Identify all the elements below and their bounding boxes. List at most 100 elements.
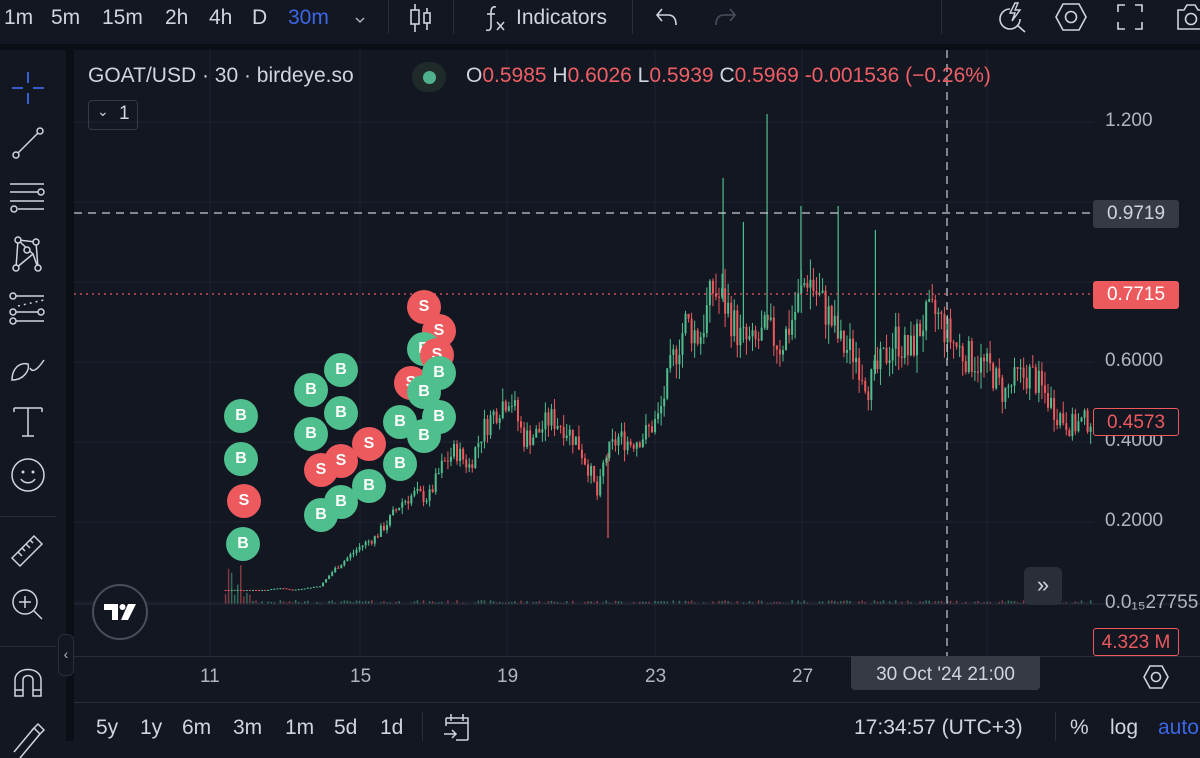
time-tick-label: 11 [200, 666, 220, 687]
tradingview-logo[interactable] [92, 584, 148, 640]
settings-hexagon-icon[interactable] [1054, 2, 1088, 32]
indicators-collapse-button[interactable]: ⌄ 1 [88, 100, 138, 130]
timeframe-dropdown-chevron-icon[interactable] [353, 13, 367, 27]
change-percent: (−0.26%) [905, 64, 991, 87]
timeframe-5m[interactable]: 5m [51, 6, 81, 29]
ohlc-values: O0.5985 H0.6026 L0.5939 C0.5969 -0.00153… [466, 64, 991, 88]
timeframe-30m-active[interactable]: 30m [288, 6, 329, 29]
sell-marker[interactable]: S [407, 290, 441, 324]
tradingview-logo-icon [104, 604, 136, 620]
price-tick-label: 0.2000 [1105, 510, 1164, 531]
text-tool-icon[interactable] [8, 402, 48, 442]
buy-marker[interactable]: B [224, 442, 258, 476]
current-price-label: 0.4573 [1093, 408, 1179, 436]
buy-marker[interactable]: B [294, 373, 328, 407]
scroll-to-realtime-button[interactable]: » [1024, 567, 1062, 605]
change-value: -0.001536 [804, 64, 900, 87]
fullscreen-icon[interactable] [1116, 3, 1144, 31]
timeframe-2h[interactable]: 2h [165, 6, 189, 29]
quick-search-icon[interactable] [998, 1, 1028, 33]
symbol-title[interactable]: GOAT/USD · 30 · birdeye.so [88, 64, 354, 87]
buy-marker[interactable]: B [224, 399, 258, 433]
magnet-icon[interactable] [8, 662, 48, 702]
price-chart-canvas[interactable] [74, 50, 1200, 656]
range-5y[interactable]: 5y [96, 716, 119, 739]
trend-line-icon[interactable] [8, 123, 48, 163]
high-key: H [552, 64, 568, 87]
market-status-indicator[interactable] [412, 62, 446, 92]
brush-icon[interactable] [8, 346, 48, 386]
sell-marker[interactable]: S [352, 427, 386, 461]
close-key: C [719, 64, 735, 87]
toolbar-divider [0, 646, 56, 647]
buy-marker[interactable]: B [383, 447, 417, 481]
low-value: 0.5939 [649, 64, 714, 87]
bottom-toolbar [74, 702, 1200, 742]
crosshair-cursor-icon[interactable] [8, 68, 48, 108]
redo-icon[interactable] [712, 5, 738, 29]
sell-marker[interactable]: S [227, 484, 261, 518]
range-6m[interactable]: 6m [182, 716, 212, 739]
crosshair-time-label: 30 Oct '24 21:00 [851, 656, 1040, 690]
buy-marker[interactable]: B [304, 498, 338, 532]
auto-scale-toggle[interactable]: auto [1158, 716, 1199, 739]
price-tick-label: 0.6000 [1105, 350, 1164, 371]
status-dot-icon [423, 71, 436, 84]
camera-screenshot-icon[interactable] [1176, 2, 1200, 32]
range-1d[interactable]: 1d [380, 716, 404, 739]
toolbar-gap [66, 50, 74, 741]
chart-pane[interactable] [74, 50, 1200, 656]
toolbar-divider [453, 0, 454, 34]
time-tick-label: 15 [350, 666, 372, 687]
time-tick-label: 27 [792, 666, 814, 687]
price-tick-label: 1.200 [1105, 110, 1153, 131]
collapse-toolbar-button[interactable]: ‹ [58, 634, 74, 676]
toolbar-divider [388, 0, 389, 34]
buy-marker[interactable]: B [352, 469, 386, 503]
drawing-toolbar [0, 50, 66, 758]
pattern-xabcd-icon[interactable] [8, 234, 48, 274]
horizontal-lines-icon[interactable] [8, 178, 48, 218]
percent-scale-toggle[interactable]: % [1070, 716, 1089, 739]
timeframe-D[interactable]: D [252, 6, 268, 29]
range-5d[interactable]: 5d [334, 716, 358, 739]
symbol-legend: GOAT/USD · 30 · birdeye.so [88, 64, 354, 88]
buy-marker[interactable]: B [407, 419, 441, 453]
emoji-smiley-icon[interactable] [8, 455, 48, 495]
toolbar-divider [632, 0, 633, 34]
toolbar-divider [0, 516, 56, 517]
time-tick-label: 19 [497, 666, 519, 687]
toolbar-separator [0, 44, 1200, 50]
sell-marker[interactable]: S [304, 453, 338, 487]
range-1y[interactable]: 1y [140, 716, 163, 739]
measure-ruler-icon[interactable] [8, 530, 48, 570]
buy-marker[interactable]: B [294, 417, 328, 451]
indicators-label: Indicators [516, 6, 608, 29]
forecasting-tools-icon[interactable] [8, 290, 48, 330]
zoom-in-icon[interactable] [8, 585, 48, 625]
timeframe-15m[interactable]: 15m [102, 6, 143, 29]
timeframe-4h[interactable]: 4h [209, 6, 233, 29]
timeframe-1m[interactable]: 1m [4, 6, 34, 29]
axis-settings-icon[interactable] [1142, 664, 1170, 690]
low-key: L [637, 64, 650, 87]
clock-timezone[interactable]: 17:34:57 (UTC+3) [854, 716, 1023, 739]
log-scale-toggle[interactable]: log [1110, 716, 1139, 739]
last-price-label: 0.7715 [1093, 281, 1179, 309]
buy-marker[interactable]: B [226, 527, 260, 561]
candlestick-chart-type-icon[interactable] [408, 3, 434, 33]
buy-marker[interactable]: B [324, 353, 358, 387]
open-value: 0.5985 [482, 64, 547, 87]
toolbar-divider [1055, 712, 1056, 741]
go-to-date-calendar-icon[interactable] [442, 712, 472, 741]
indicator-count: 1 [119, 103, 130, 124]
buy-marker[interactable]: B [324, 396, 358, 430]
range-1m[interactable]: 1m [285, 716, 315, 739]
toolbar-divider [941, 0, 942, 34]
lock-pencil-icon[interactable] [8, 718, 48, 758]
open-key: O [466, 64, 483, 87]
range-3m[interactable]: 3m [233, 716, 263, 739]
high-value: 0.6026 [567, 64, 632, 87]
undo-icon[interactable] [654, 5, 680, 29]
toolbar-divider [422, 712, 423, 741]
